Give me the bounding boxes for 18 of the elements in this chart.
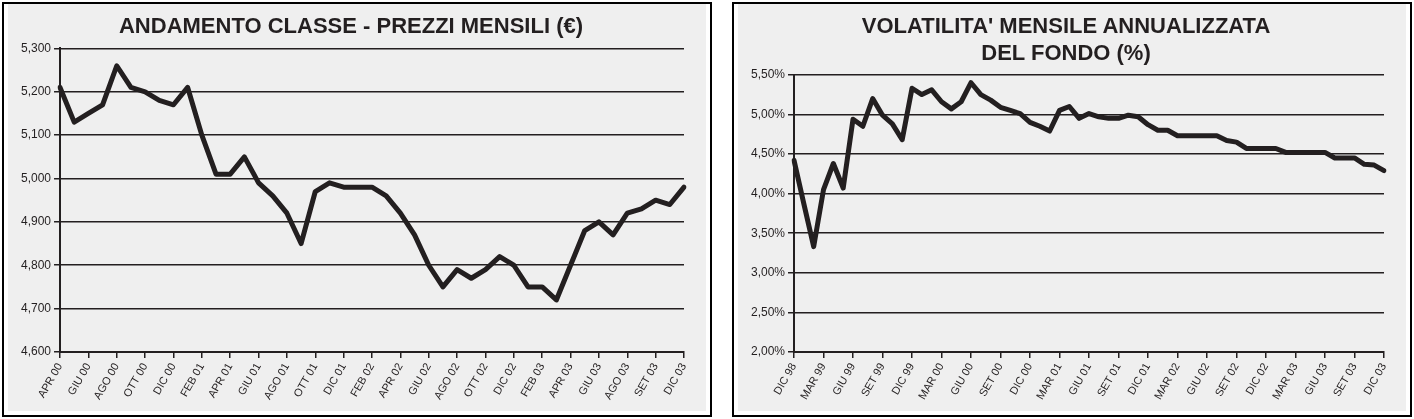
y-tick-label: 5,00% <box>750 106 786 121</box>
y-tick-label: 4,800 <box>21 257 52 272</box>
chart-title: ANDAMENTO CLASSE - PREZZI MENSILI (€) <box>118 13 584 39</box>
y-tick-label: 2,50% <box>750 304 786 319</box>
y-tick-label: 3,00% <box>750 265 786 280</box>
y-tick-label: 4,50% <box>750 146 786 161</box>
y-tick-label: 4,700 <box>21 300 52 315</box>
y-tick-label: 5,100 <box>21 127 52 142</box>
y-tick-label: 3,50% <box>750 225 786 240</box>
y-tick-label: 2,00% <box>750 344 786 359</box>
y-tick-label: 5,000 <box>21 170 52 185</box>
y-tick-label: 4,600 <box>21 344 52 359</box>
y-tick-label: 5,300 <box>21 40 52 55</box>
y-tick-label: 4,00% <box>750 185 786 200</box>
chart-title: VOLATILITA' MENSILE ANNUALIZZATA DEL FONDO (%) <box>861 13 1271 65</box>
y-tick-label: 4,900 <box>21 214 52 229</box>
y-tick-label: 5,200 <box>21 84 52 99</box>
y-tick-label: 5,50% <box>750 67 786 82</box>
